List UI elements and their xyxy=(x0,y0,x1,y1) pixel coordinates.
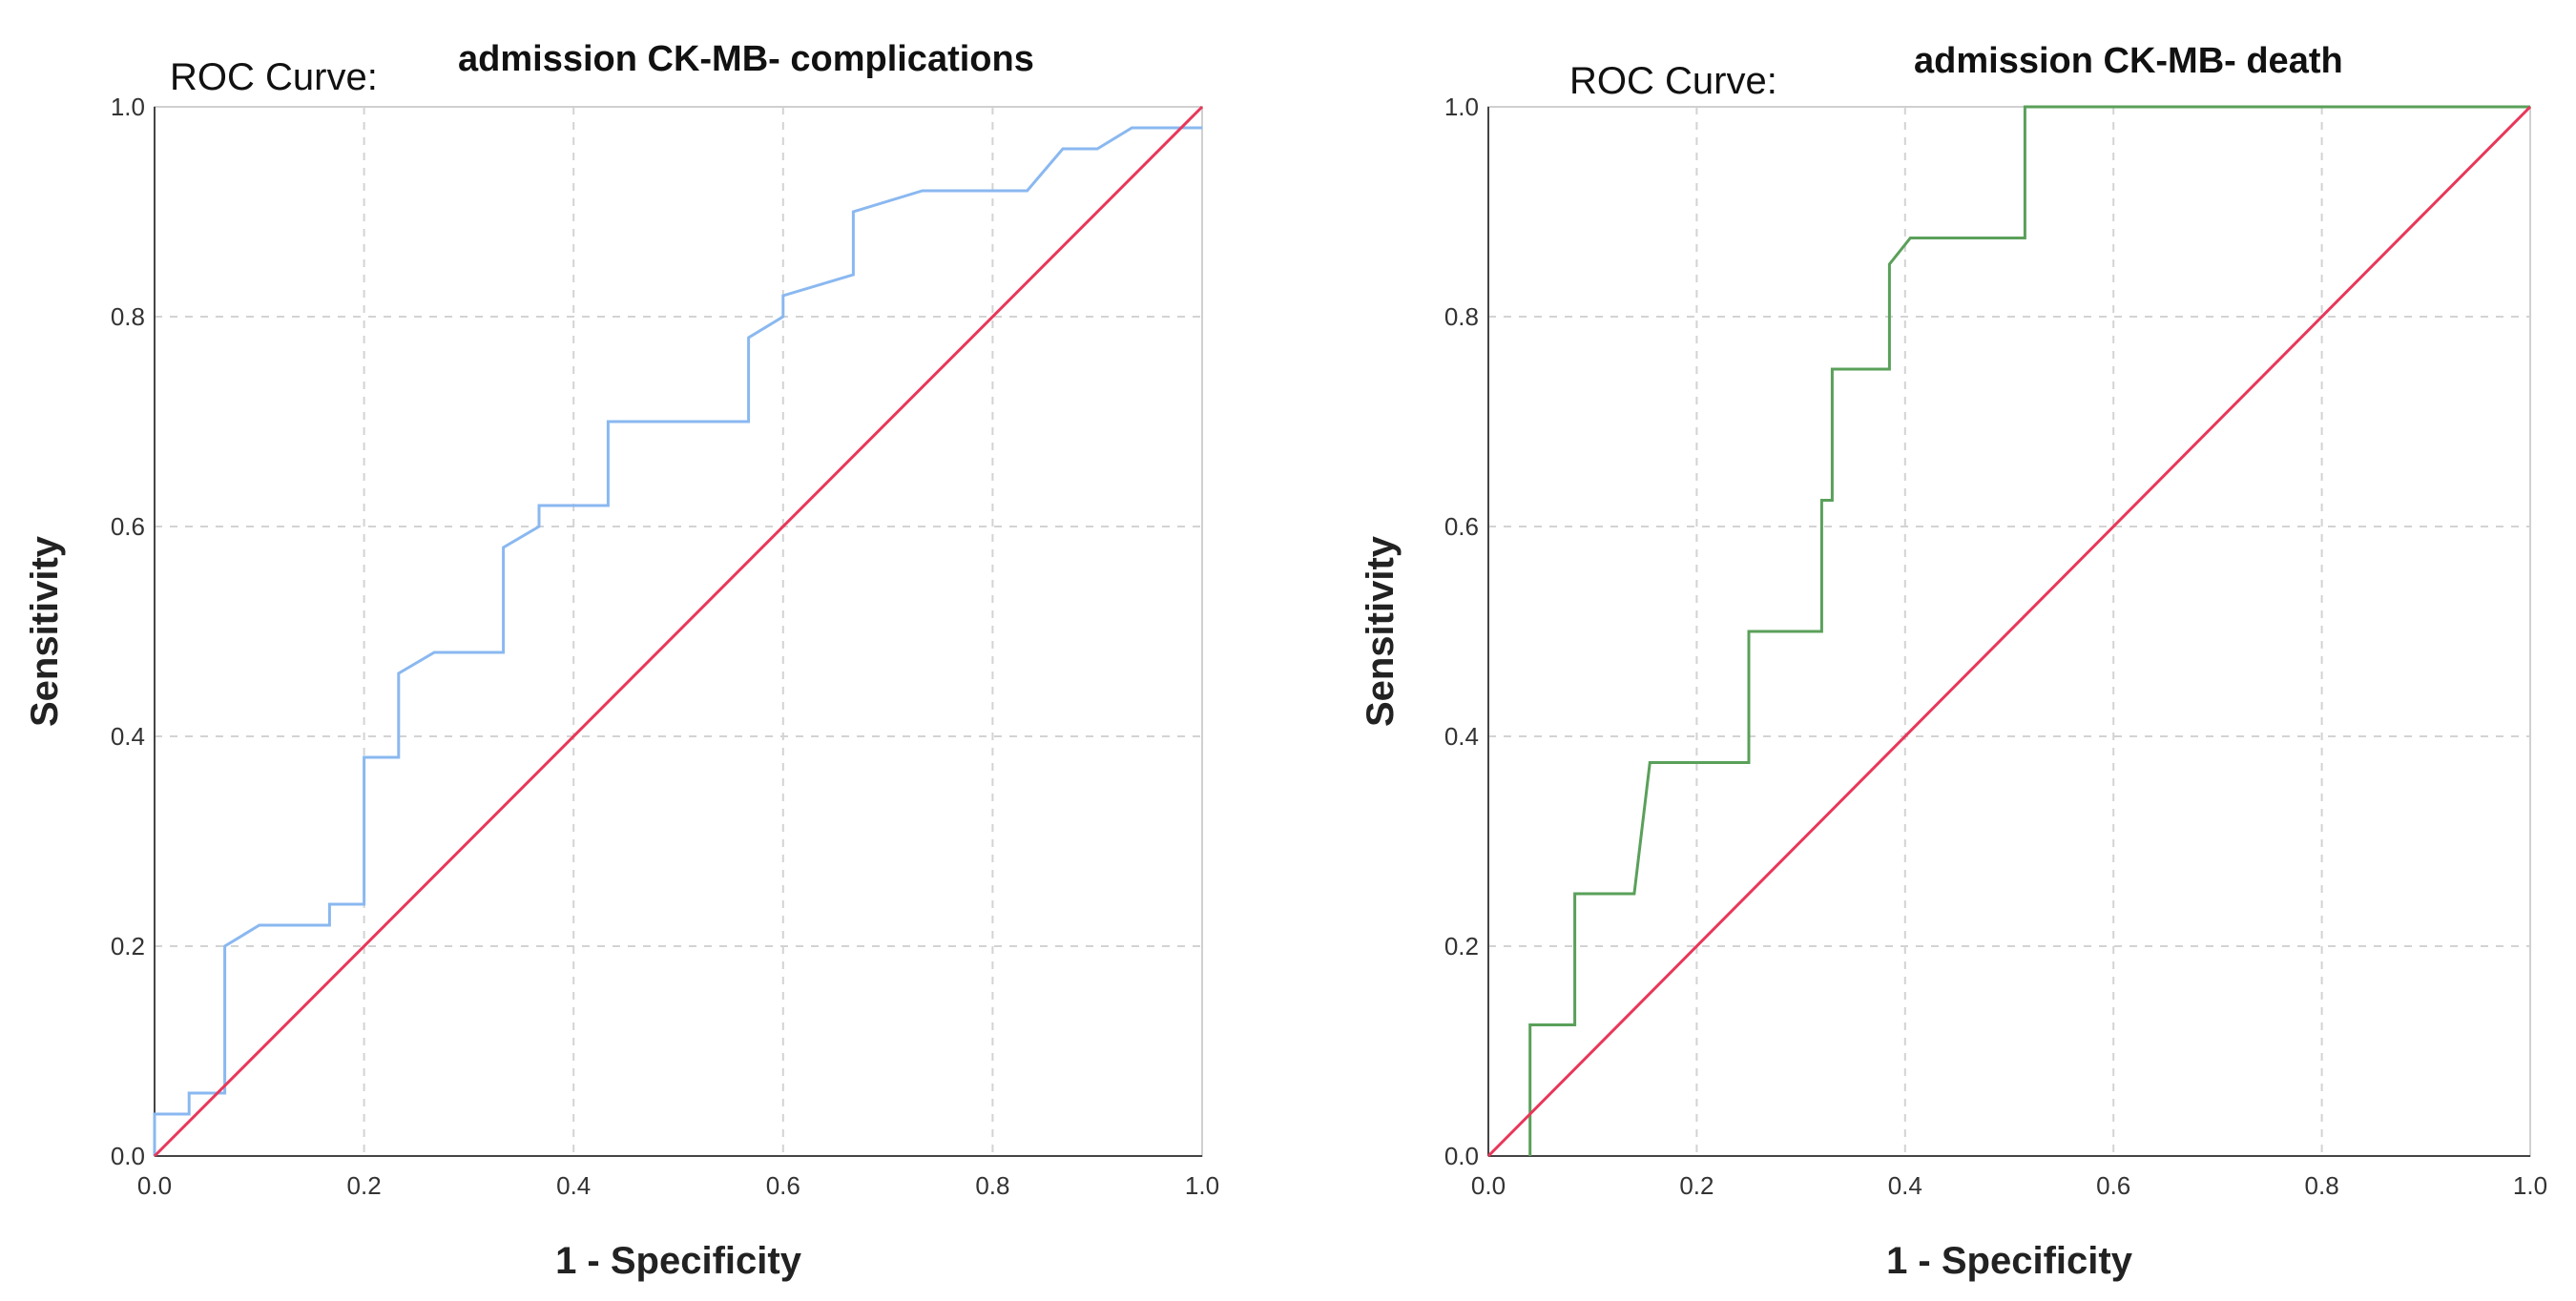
chart1-y-tick-label-0: 0.0 xyxy=(111,1142,145,1170)
chart1-x-tick-label-1: 0.2 xyxy=(347,1171,382,1200)
chart2-roc-heading: ROC Curve: xyxy=(1569,60,1777,102)
chart1-x-tick-label-0: 0.0 xyxy=(137,1171,172,1200)
chart2-x-tick-label-3: 0.6 xyxy=(2096,1171,2130,1200)
chart2-x-tick-label-0: 0.0 xyxy=(1471,1171,1506,1200)
chart1-title: admission CK-MB- complications xyxy=(458,39,1034,79)
chart1-y-tick-label-1: 0.2 xyxy=(111,932,145,960)
chart2-x-tick-label-4: 0.8 xyxy=(2305,1171,2339,1200)
chart1-y-tick-label-2: 0.4 xyxy=(111,722,145,751)
chart1-y-tick-label-3: 0.6 xyxy=(111,512,145,541)
chart1-x-tick-label-2: 0.4 xyxy=(556,1171,591,1200)
chart1-y-axis-label: Sensitivity xyxy=(24,535,66,727)
chart2-x-tick-label-2: 0.4 xyxy=(1888,1171,1922,1200)
chart1-x-tick-label-3: 0.6 xyxy=(766,1171,800,1200)
chart2-x-tick-label-1: 0.2 xyxy=(1679,1171,1714,1200)
chart2-x-axis-label: 1 - Specificity xyxy=(1886,1240,2133,1282)
chart1-roc-curve xyxy=(153,126,1202,1156)
chart2-y-axis-label: Sensitivity xyxy=(1360,535,1402,727)
chart2-roc-curve xyxy=(1528,105,2530,1156)
chart2-y-tick-label-1: 0.2 xyxy=(1444,932,1479,960)
chart1-x-axis-label: 1 - Specificity xyxy=(555,1240,802,1282)
chart1-reference-line xyxy=(153,105,1204,1158)
chart1-y-tick-label-5: 1.0 xyxy=(111,93,145,121)
chart2-x-tick-label-5: 1.0 xyxy=(2513,1171,2547,1200)
chart1-roc-heading: ROC Curve: xyxy=(170,56,378,98)
chart2-y-tick-label-2: 0.4 xyxy=(1444,722,1479,751)
chart2-reference-line xyxy=(1486,105,2532,1158)
chart2-y-tick-label-5: 1.0 xyxy=(1444,93,1479,121)
chart1-x-tick-label-4: 0.8 xyxy=(975,1171,1009,1200)
chart1-x-tick-label-5: 1.0 xyxy=(1185,1171,1219,1200)
chart2-y-tick-label-0: 0.0 xyxy=(1444,1142,1479,1170)
chart1-y-tick-label-4: 0.8 xyxy=(111,302,145,331)
chart2-group: 0.00.0 0.2 0.2 0.4 0.4 0.6 0.6 0.8 0.8 1.0 1.0 ROC … xyxy=(1360,41,2547,1282)
chart2-y-tick-label-4: 0.8 xyxy=(1444,302,1479,331)
chart2-title: admission CK-MB- death xyxy=(1914,41,2343,81)
chart2-y-tick-label-3: 0.6 xyxy=(1444,512,1479,541)
chart1-group: 0.00.0 0.2 0.2 0.4 0.4 0.6 0.6 0.8 0.8 1.0 1.0 ROC … xyxy=(24,39,1219,1282)
